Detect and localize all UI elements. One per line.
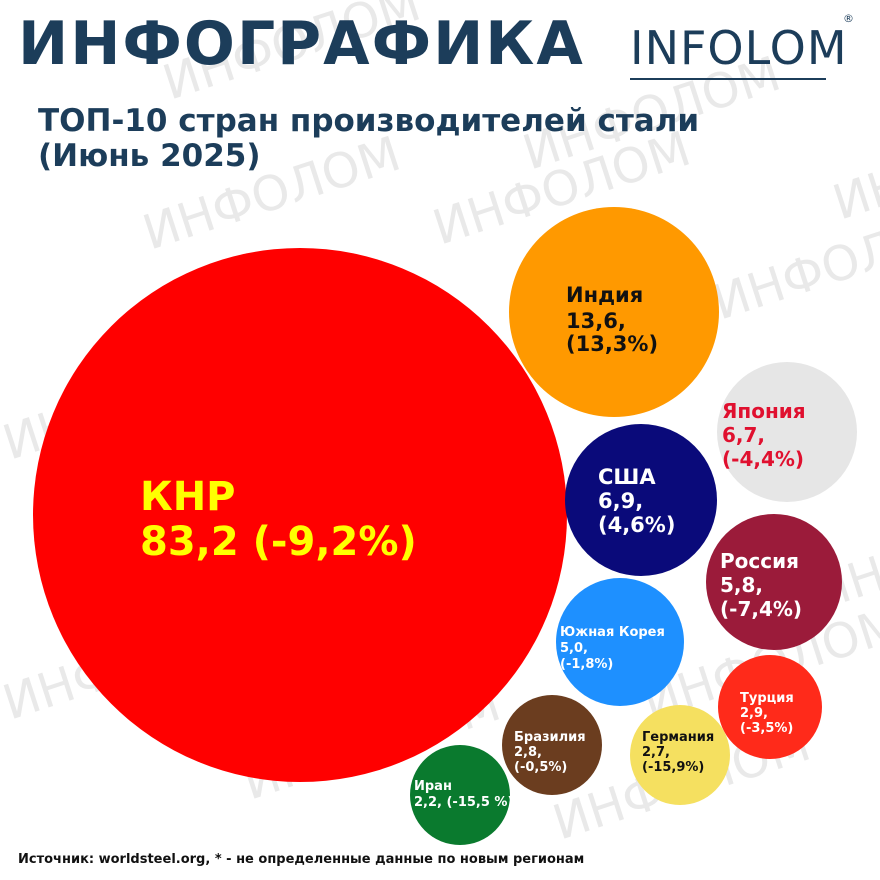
- bubble-country-label: Россия: [720, 549, 799, 573]
- source-footnote: Источник: worldsteel.org, * - не определ…: [18, 852, 585, 867]
- chart-subtitle: ТОП-10 стран производителей стали (Июнь …: [38, 103, 700, 174]
- infolom-logo: INFOLOM ®: [630, 12, 854, 80]
- bubble-value-label: 5,0,: [560, 641, 588, 656]
- bubble-country-label: Германия: [642, 730, 714, 745]
- registered-mark: ®: [843, 12, 854, 25]
- bubble-circle: [706, 514, 842, 650]
- bubble-country-label: КНР: [140, 474, 236, 520]
- bubble-circle: [630, 705, 730, 805]
- bubble-circle: [33, 248, 567, 782]
- bubble-change-label: (13,3%): [566, 332, 658, 356]
- bubble-country-label: США: [598, 465, 656, 489]
- bubble-circle: [502, 695, 602, 795]
- bubble-value-label: 2,8,: [514, 745, 542, 760]
- bubble-value-label: 2,7,: [642, 745, 670, 760]
- bubble-value-label: 6,9,: [598, 489, 643, 513]
- bubble-value-label: 2,2, (-15,5 %): [414, 795, 513, 810]
- bubble-change-label: (-7,4%): [720, 597, 802, 621]
- bubble-change-label: (4,6%): [598, 513, 675, 537]
- bubble-circle: [509, 207, 719, 417]
- bubble-value-label: 2,9,: [740, 706, 768, 721]
- bubble-change-label: (-4,4%): [722, 447, 804, 471]
- bubble-circle: [410, 745, 510, 845]
- bubble-circle: [718, 655, 822, 759]
- bubble-value-label: 5,8,: [720, 573, 763, 597]
- logo-underline: [630, 78, 826, 80]
- bubble-country-label: Индия: [566, 283, 643, 307]
- bubble-country-label: Иран: [414, 779, 452, 794]
- bubble-circle: [717, 362, 857, 502]
- bubble-value-label: 6,7,: [722, 423, 765, 447]
- bubble-change-label: (-15,9%): [642, 760, 704, 775]
- bubble-country-label: Япония: [722, 399, 806, 423]
- bubble-country-label: Южная Корея: [560, 625, 665, 640]
- bubble-change-label: (-0,5%): [514, 760, 567, 775]
- logo-text: INFOLOM: [630, 21, 848, 75]
- bubble-country-label: Бразилия: [514, 730, 586, 745]
- bubble-value-label: 83,2 (-9,2%): [140, 519, 417, 565]
- bubble-circle: [565, 424, 717, 576]
- bubble-change-label: (-1,8%): [560, 657, 613, 672]
- page-title: ИНФОГРАФИКА: [18, 9, 585, 79]
- bubble-country-label: Турция: [740, 691, 794, 706]
- bubble-value-label: 13,6,: [566, 309, 626, 333]
- bubble-circle: [556, 578, 684, 706]
- bubble-change-label: (-3,5%): [740, 721, 793, 736]
